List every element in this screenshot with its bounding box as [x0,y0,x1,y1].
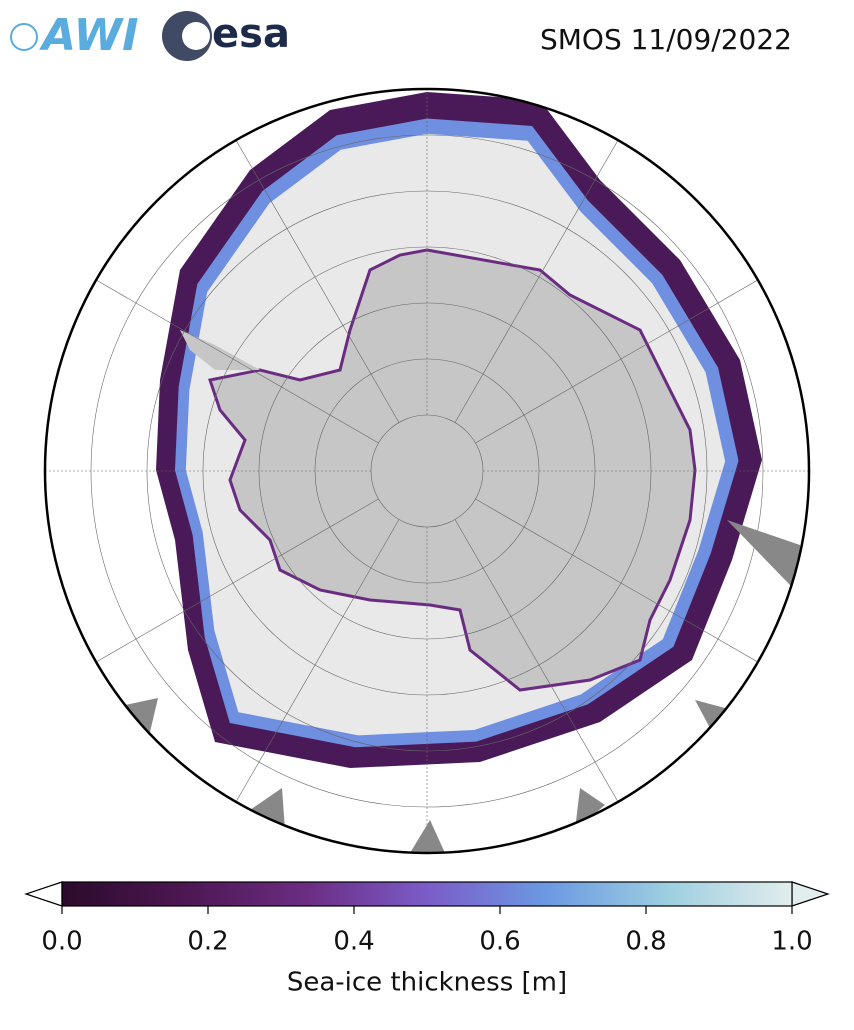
meridian [80,498,379,672]
land [410,820,445,853]
colorbar-tick-label: 0.2 [187,927,228,957]
map-title: SMOS 11/09/2022 [540,23,792,56]
colorbar: 0.0 0.2 0.4 0.6 0.8 1.0 [24,881,830,957]
meridian [475,270,774,444]
meridian [475,498,774,672]
graticule [45,89,809,853]
land [250,788,285,830]
colorbar-extend-high [791,881,830,907]
meridian [454,124,628,423]
map-border [43,87,811,855]
meridian [226,124,400,423]
map [45,89,809,853]
land [727,520,800,585]
antarctica [208,248,697,692]
colorbar-ramp [61,881,793,907]
awi-logo: AWI [10,10,139,61]
land [125,698,158,732]
colorbar-tick-label: 0.8 [625,927,666,957]
meridian [454,519,628,818]
esa-logo: esa [162,11,290,61]
esa-logo-text: esa [212,11,290,57]
colorbar-extend-low [24,881,63,907]
meridian [226,519,400,818]
colorbar-tick-label: 0.6 [479,927,520,957]
colorbar-tick-label: 1.0 [771,927,812,957]
meridian [80,270,379,444]
awi-logo-text: AWI [39,10,139,61]
colorbar-label: Sea-ice thickness [m] [287,968,567,998]
land [695,700,740,728]
colorbar-tick-label: 0.4 [333,927,374,957]
colorbar-tick-label: 0.0 [41,927,82,957]
